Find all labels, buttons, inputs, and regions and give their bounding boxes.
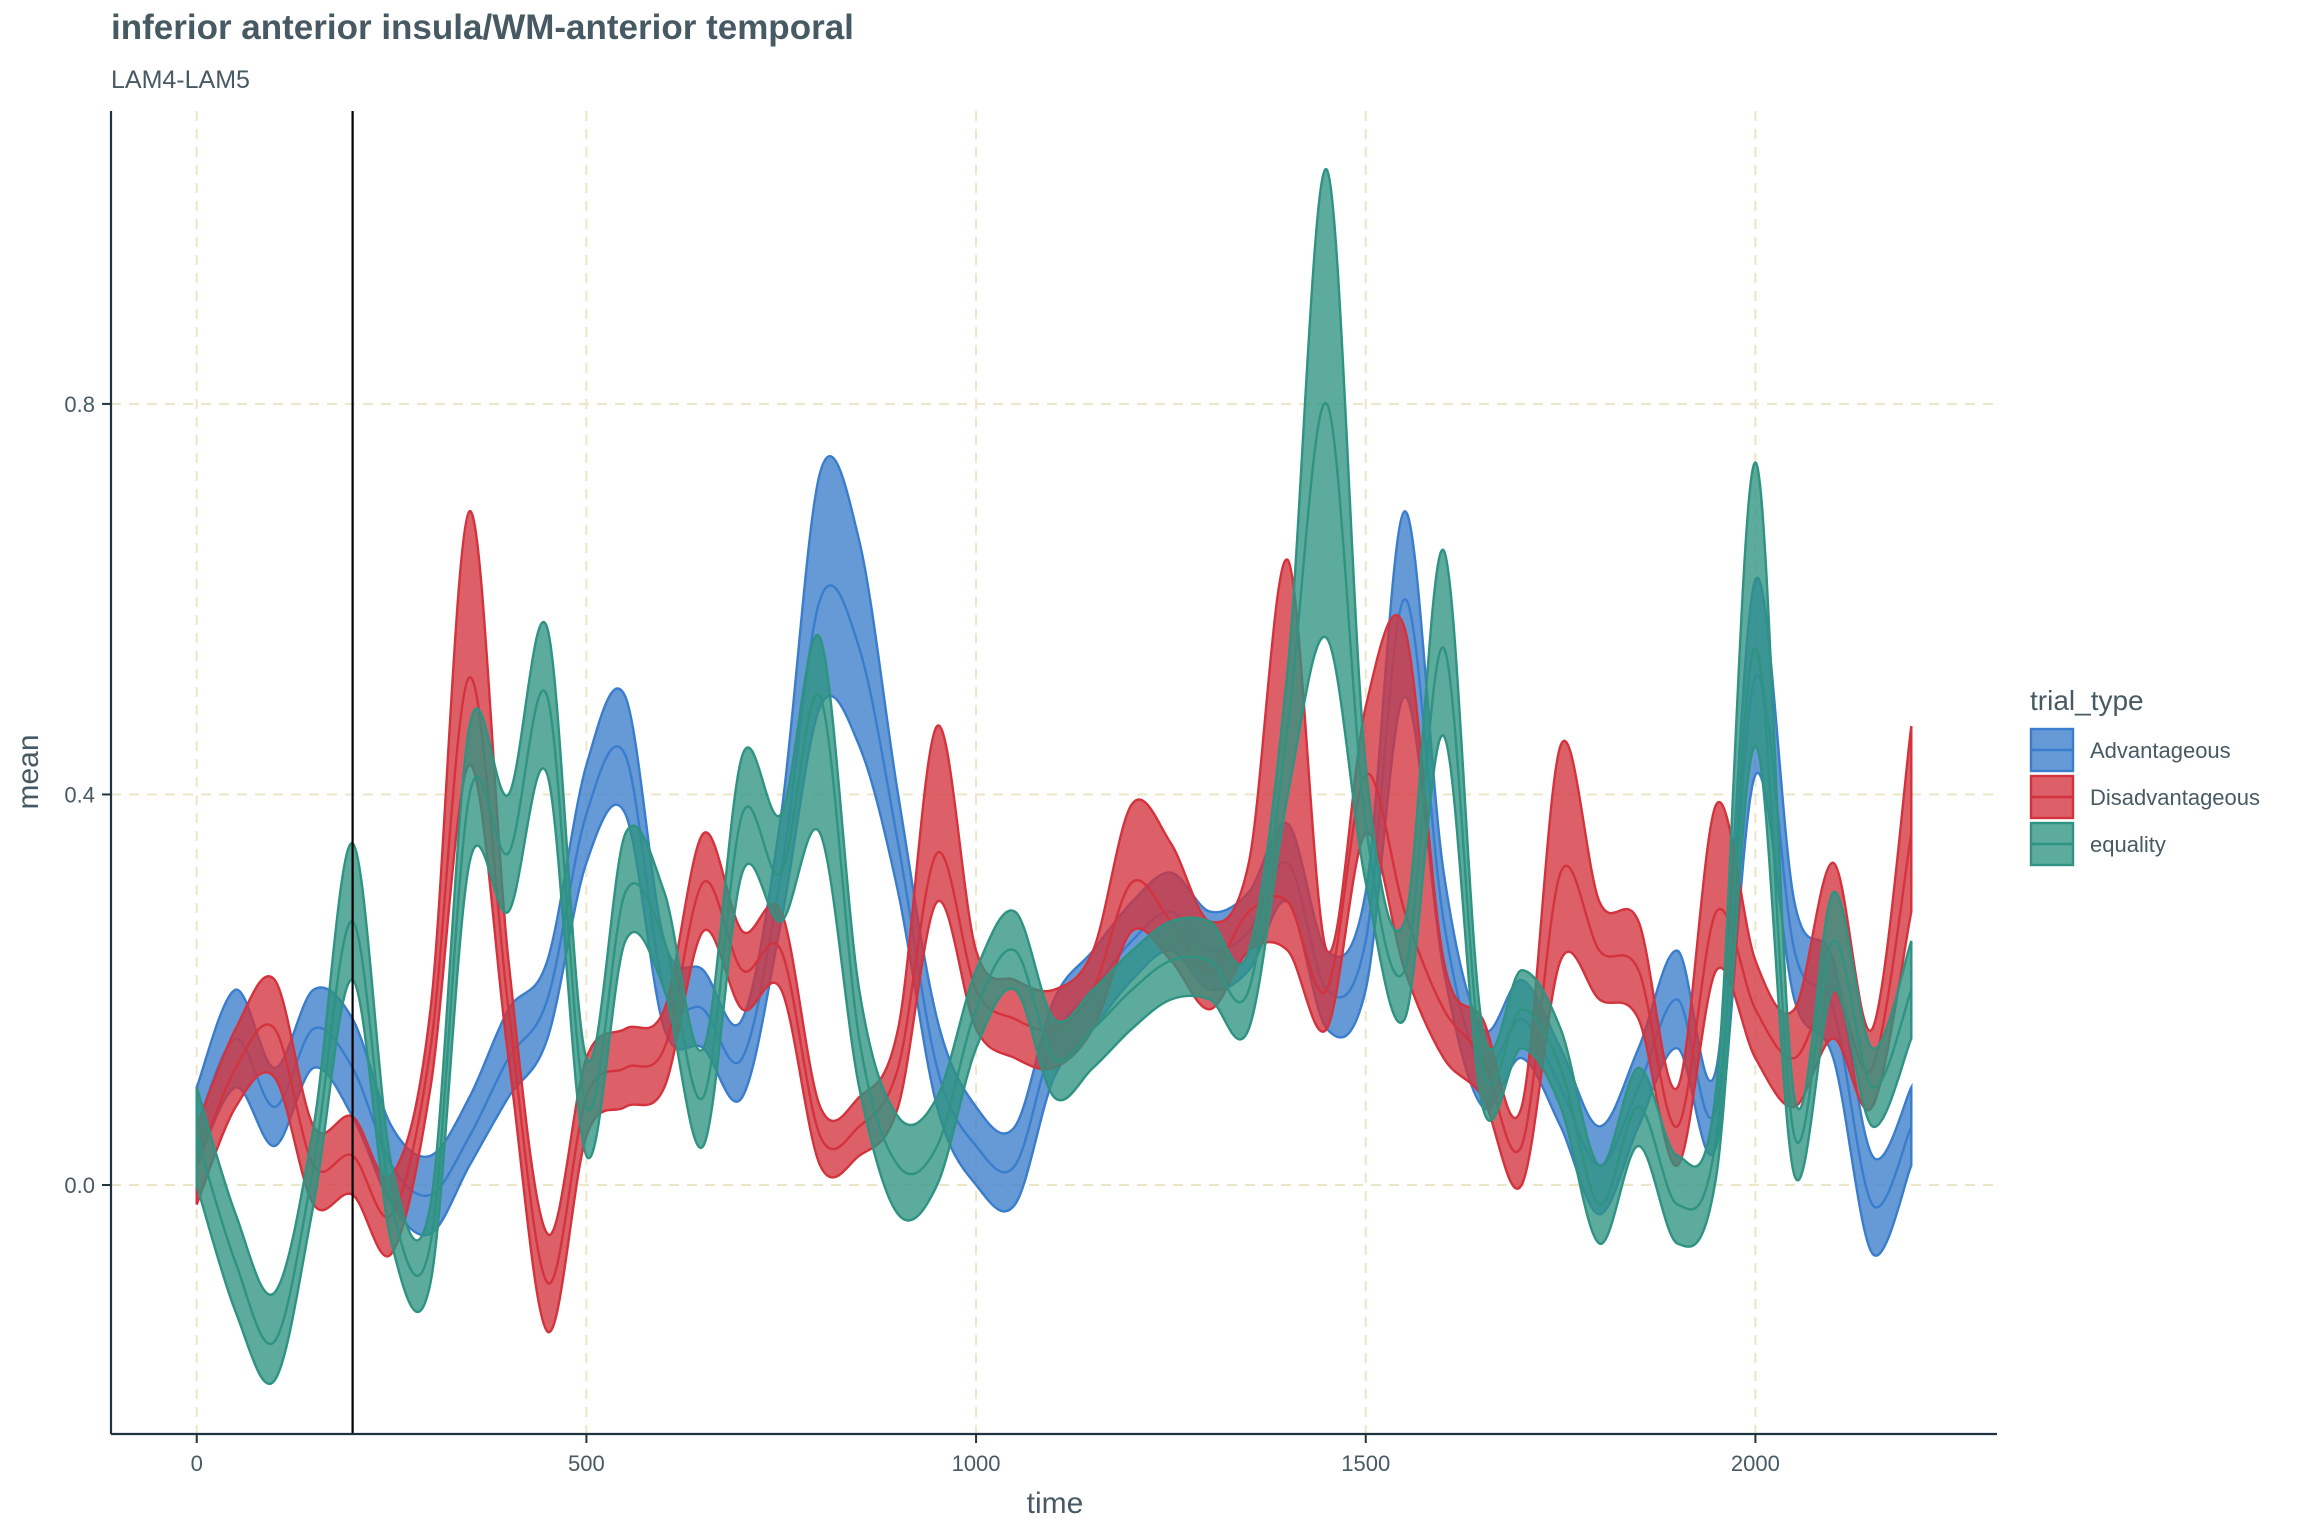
mean-line-disadvantageous xyxy=(195,676,1913,1285)
legend-item-advantageous: Advantageous xyxy=(2029,727,2231,773)
x-axis-title: time xyxy=(1027,1487,1084,1520)
x-tick-label: 0 xyxy=(191,1451,203,1476)
legend-item-equality: equality xyxy=(2029,821,2166,867)
x-tick-label: 1000 xyxy=(952,1451,1001,1476)
legend-title: trial_type xyxy=(2030,685,2144,716)
series-layer xyxy=(195,168,1913,1385)
legend-item-disadvantageous: Disadvantageous xyxy=(2029,774,2260,820)
x-tick-label: 500 xyxy=(568,1451,605,1476)
chart-title: inferior anterior insula/WM-anterior tem… xyxy=(111,8,854,47)
legend-label-equality: equality xyxy=(2090,832,2166,857)
mean-line-equality xyxy=(195,402,1913,1346)
legend-label-advantageous: Advantageous xyxy=(2090,738,2231,763)
x-tick-label: 2000 xyxy=(1731,1451,1780,1476)
y-tick-label: 0.8 xyxy=(64,392,95,417)
series-equality xyxy=(195,168,1913,1385)
chart-subtitle: LAM4-LAM5 xyxy=(111,66,250,94)
legend: trial_type Advantageous Disadvantageous eq… xyxy=(2029,685,2260,867)
y-axis-title: mean xyxy=(12,734,45,809)
y-tick-label: 0.4 xyxy=(64,782,95,807)
series-disadvantageous xyxy=(195,510,1913,1334)
y-tick-label: 0.0 xyxy=(64,1173,95,1198)
ribbon-equality xyxy=(195,168,1913,1385)
ribbon-disadvantageous xyxy=(195,510,1913,1334)
legend-label-disadvantageous: Disadvantageous xyxy=(2090,785,2260,810)
x-tick-label: 1500 xyxy=(1341,1451,1390,1476)
axis-ticks: 0 500 1000 1500 2000 0.0 0.4 0.8 xyxy=(64,392,1779,1476)
